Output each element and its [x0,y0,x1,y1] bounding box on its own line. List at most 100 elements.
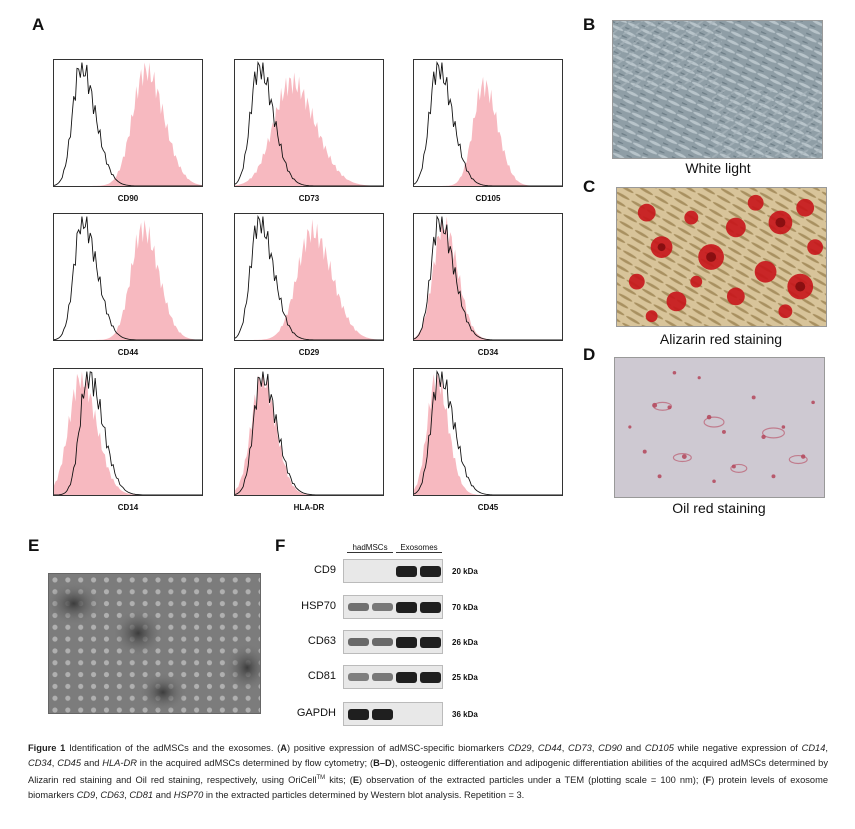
caption-marker: CD81 [129,790,154,801]
panel-label-e: E [28,536,40,555]
caption-trademark: TM [316,775,326,781]
caption-ref: E [352,775,360,786]
caption-text: Identification of the adMSCs and the exo… [65,743,281,753]
blot-strip [343,630,443,654]
caption-text: , [591,743,599,753]
blot-band [372,673,393,681]
blot-band [348,708,369,720]
caption-text: ) positive expression of adMSC-specific … [286,743,508,753]
blot-row-label: GAPDH [296,707,336,719]
caption-marker: CD63 [100,790,125,801]
caption-text: , [95,790,101,801]
blot-band [396,565,417,577]
sample-distribution [414,216,562,340]
blot-kda-label: 25 kDa [452,673,478,682]
blot-band [396,671,417,683]
blot-band [420,601,441,613]
caption-text: kits; ( [325,775,353,786]
caption-text: and [81,758,103,768]
histogram-label: CD73 [298,194,320,203]
caption-text: , [124,790,130,801]
histogram-label: CD44 [117,348,139,357]
blot-kda-label: 26 kDa [452,638,478,647]
isotype-control-outline [54,371,202,495]
histogram-cd90 [53,59,203,187]
sample-distribution [235,72,383,186]
blot-strip [343,702,443,726]
caption-text: ) observation of the extracted particles… [359,775,706,786]
oil-red-caption: Oil red staining [672,500,766,516]
histogram-label: CD45 [477,503,499,512]
histogram-cd29 [234,213,384,341]
panel-label-b: B [583,15,596,34]
histogram-plot [235,60,383,186]
isotype-control-outline [414,369,562,495]
caption-marker: HSP70 [173,790,204,801]
caption-marker: CD9 [76,790,96,801]
alizarin-red-caption: Alizarin red staining [659,331,783,347]
panel-label-f: F [275,536,286,555]
oil-red-micrograph [614,357,825,498]
blot-row-label: CD63 [307,635,336,647]
histogram-cd45 [413,368,563,496]
caption-text: , [51,758,58,768]
caption-text: while negative expression of [673,743,802,753]
blot-band [420,565,441,577]
caption-ref: A [280,743,287,753]
caption-marker: CD44 [537,743,562,753]
histogram-label: CD29 [298,348,320,357]
caption-marker: CD90 [598,743,622,753]
blot-band [372,603,393,611]
isotype-control-outline [414,214,562,340]
caption-text: in the acquired adMSCs determined by flo… [136,758,374,768]
histogram-cd44 [53,213,203,341]
caption-text: , [825,743,828,753]
histogram-hla-dr [234,368,384,496]
blot-band [348,673,369,681]
isotype-control-outline [235,371,383,495]
caption-text: ), osteogenic differentiation and adipog… [28,758,828,786]
histogram-plot [54,62,202,186]
alizarin-red-micrograph [616,187,827,327]
isotype-control-outline [235,214,383,340]
caption-marker: CD45 [57,758,82,768]
isotype-control-outline [54,216,202,340]
panel-label-d: D [583,345,596,364]
blot-strip [343,595,443,619]
blot-band [372,708,393,720]
caption-marker: CD34 [28,758,52,768]
caption-text: and [621,743,645,753]
sample-distribution [414,76,562,186]
caption-ref: F [705,775,712,786]
sample-distribution [54,62,202,186]
histogram-cd73 [234,59,384,187]
sample-distribution [414,371,562,495]
histogram-plot [54,371,202,495]
caption-text: ) protein levels of exosome biomarkers [28,775,828,801]
panel-label-a: A [32,15,45,34]
histogram-label: CD14 [117,503,139,512]
histogram-cd105 [413,59,563,187]
blot-band [396,636,417,648]
histogram-cd14 [53,368,203,496]
histogram-plot [54,216,202,340]
caption-ref: B–D [373,758,392,768]
histogram-plot [414,60,562,186]
blot-kda-label: 20 kDa [452,567,478,576]
isotype-control-outline [54,62,202,186]
sample-distribution [235,219,383,340]
histogram-label: HLA-DR [293,503,325,512]
blot-band [348,602,369,612]
isotype-control-outline [235,60,383,186]
histogram-plot [414,369,562,495]
panel-label-c: C [583,177,596,196]
isotype-control-outline [414,60,562,186]
caption-marker: CD73 [568,743,592,753]
figure-caption: Figure 1 Identification of the adMSCs an… [28,741,828,803]
blot-band [420,671,441,683]
blot-row-label: HSP70 [301,600,336,612]
sample-distribution [235,371,383,495]
caption-marker: HLA-DR [102,758,137,768]
sample-distribution [54,219,202,340]
caption-text: , [561,743,569,753]
